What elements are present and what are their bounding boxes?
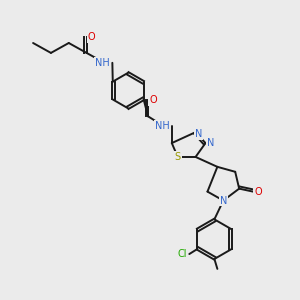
Text: Cl: Cl [178, 249, 187, 259]
Text: N: N [207, 138, 214, 148]
Text: NH: NH [95, 58, 110, 68]
Text: O: O [149, 95, 157, 106]
Text: N: N [220, 196, 227, 206]
Text: S: S [175, 152, 181, 162]
Text: N: N [195, 129, 202, 139]
Text: O: O [88, 32, 95, 42]
Text: NH: NH [154, 121, 169, 131]
Text: O: O [254, 187, 262, 196]
